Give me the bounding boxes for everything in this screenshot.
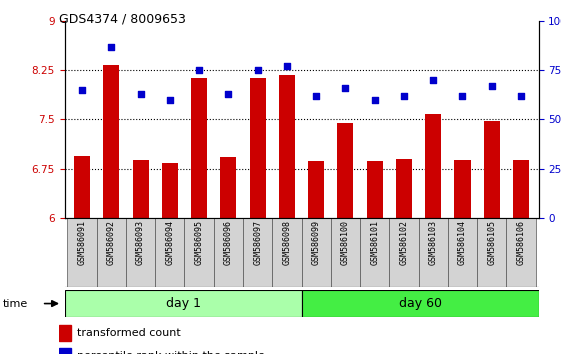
FancyBboxPatch shape	[477, 218, 507, 287]
Point	[282, 64, 291, 69]
FancyBboxPatch shape	[243, 218, 272, 287]
Point	[458, 93, 467, 99]
Text: GSM586102: GSM586102	[399, 220, 408, 265]
Bar	[337, 124, 353, 218]
Text: GSM586099: GSM586099	[312, 220, 321, 265]
Point	[253, 68, 262, 73]
Bar	[396, 159, 412, 218]
FancyBboxPatch shape	[67, 218, 96, 287]
Bar	[220, 157, 236, 218]
FancyBboxPatch shape	[65, 290, 301, 317]
Point	[517, 93, 526, 99]
Point	[312, 93, 321, 99]
Text: GSM586105: GSM586105	[488, 220, 496, 265]
FancyBboxPatch shape	[185, 218, 214, 287]
Bar	[367, 161, 383, 218]
Bar	[250, 78, 266, 218]
Text: GSM586101: GSM586101	[370, 220, 379, 265]
Point	[488, 83, 496, 89]
Point	[165, 97, 174, 103]
Text: GSM586103: GSM586103	[429, 220, 438, 265]
Point	[107, 44, 116, 50]
Text: GSM586096: GSM586096	[224, 220, 233, 265]
Point	[136, 91, 145, 97]
Text: GSM586106: GSM586106	[517, 220, 526, 265]
Bar	[59, 348, 71, 354]
FancyBboxPatch shape	[272, 218, 302, 287]
Text: GSM586091: GSM586091	[77, 220, 86, 265]
Bar	[484, 121, 500, 218]
Point	[224, 91, 233, 97]
FancyBboxPatch shape	[360, 218, 389, 287]
Bar	[132, 160, 149, 218]
Text: GSM586094: GSM586094	[165, 220, 174, 265]
Text: day 1: day 1	[165, 297, 200, 310]
FancyBboxPatch shape	[448, 218, 477, 287]
FancyBboxPatch shape	[96, 218, 126, 287]
Bar	[308, 161, 324, 218]
Point	[195, 68, 204, 73]
Bar	[59, 325, 71, 341]
Bar	[162, 163, 178, 218]
Bar	[74, 156, 90, 218]
FancyBboxPatch shape	[302, 218, 331, 287]
FancyBboxPatch shape	[389, 218, 419, 287]
Text: GSM586095: GSM586095	[195, 220, 204, 265]
Text: day 60: day 60	[398, 297, 442, 310]
Bar	[513, 160, 529, 218]
Bar	[103, 65, 119, 218]
FancyBboxPatch shape	[507, 218, 536, 287]
Text: transformed count: transformed count	[77, 328, 181, 338]
Bar	[279, 75, 295, 218]
Text: percentile rank within the sample: percentile rank within the sample	[77, 351, 265, 354]
Text: GSM586092: GSM586092	[107, 220, 116, 265]
Point	[77, 87, 86, 93]
Text: GSM586097: GSM586097	[253, 220, 262, 265]
Text: GSM586104: GSM586104	[458, 220, 467, 265]
FancyBboxPatch shape	[301, 290, 539, 317]
Point	[341, 85, 350, 91]
Text: GSM586098: GSM586098	[282, 220, 291, 265]
Text: GSM586093: GSM586093	[136, 220, 145, 265]
FancyBboxPatch shape	[155, 218, 185, 287]
Point	[429, 77, 438, 83]
Point	[370, 97, 379, 103]
FancyBboxPatch shape	[126, 218, 155, 287]
FancyBboxPatch shape	[214, 218, 243, 287]
Text: GDS4374 / 8009653: GDS4374 / 8009653	[59, 12, 186, 25]
Bar	[191, 78, 207, 218]
Bar	[454, 160, 471, 218]
Bar	[425, 114, 442, 218]
Text: GSM586100: GSM586100	[341, 220, 350, 265]
Text: time: time	[3, 298, 28, 309]
Point	[399, 93, 408, 99]
FancyBboxPatch shape	[419, 218, 448, 287]
FancyBboxPatch shape	[331, 218, 360, 287]
